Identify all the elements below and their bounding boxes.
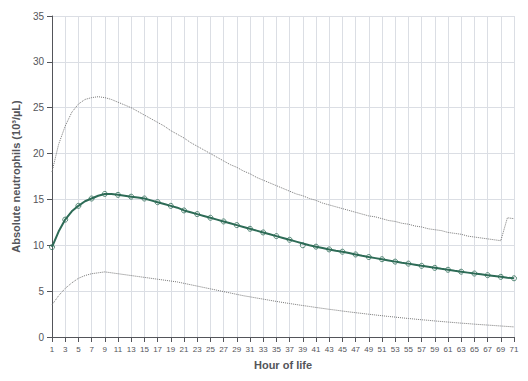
svg-text:17: 17 xyxy=(153,345,162,354)
svg-text:10: 10 xyxy=(33,240,45,251)
svg-text:45: 45 xyxy=(338,345,347,354)
svg-text:31: 31 xyxy=(246,345,255,354)
svg-text:59: 59 xyxy=(430,345,439,354)
svg-text:21: 21 xyxy=(180,345,189,354)
svg-text:15: 15 xyxy=(33,194,45,205)
svg-text:61: 61 xyxy=(444,345,453,354)
svg-text:69: 69 xyxy=(496,345,505,354)
svg-text:49: 49 xyxy=(364,345,373,354)
svg-text:35: 35 xyxy=(33,11,45,22)
svg-text:Absolute neutrophils (10³/µL): Absolute neutrophils (10³/µL) xyxy=(10,100,22,253)
svg-text:39: 39 xyxy=(298,345,307,354)
svg-text:63: 63 xyxy=(457,345,466,354)
svg-text:7: 7 xyxy=(89,345,94,354)
svg-text:29: 29 xyxy=(232,345,241,354)
svg-text:25: 25 xyxy=(206,345,215,354)
svg-text:5: 5 xyxy=(38,286,44,297)
svg-text:5: 5 xyxy=(76,345,81,354)
svg-text:19: 19 xyxy=(166,345,175,354)
svg-text:27: 27 xyxy=(219,345,228,354)
svg-text:13: 13 xyxy=(127,345,136,354)
svg-text:47: 47 xyxy=(351,345,360,354)
svg-text:53: 53 xyxy=(391,345,400,354)
svg-text:51: 51 xyxy=(378,345,387,354)
svg-text:65: 65 xyxy=(470,345,479,354)
svg-text:15: 15 xyxy=(140,345,149,354)
svg-text:3: 3 xyxy=(63,345,68,354)
svg-text:43: 43 xyxy=(325,345,334,354)
svg-text:Hour of life: Hour of life xyxy=(254,359,312,371)
svg-text:55: 55 xyxy=(404,345,413,354)
svg-text:41: 41 xyxy=(312,345,321,354)
svg-text:30: 30 xyxy=(33,56,45,67)
svg-text:23: 23 xyxy=(193,345,202,354)
svg-text:35: 35 xyxy=(272,345,281,354)
svg-text:0: 0 xyxy=(38,332,44,343)
svg-text:33: 33 xyxy=(259,345,268,354)
svg-text:11: 11 xyxy=(114,345,123,354)
svg-text:67: 67 xyxy=(483,345,492,354)
svg-text:71: 71 xyxy=(510,345,519,354)
svg-text:57: 57 xyxy=(417,345,426,354)
svg-text:37: 37 xyxy=(285,345,294,354)
svg-text:1: 1 xyxy=(50,345,55,354)
svg-text:9: 9 xyxy=(103,345,108,354)
svg-text:25: 25 xyxy=(33,102,45,113)
svg-text:20: 20 xyxy=(33,148,45,159)
